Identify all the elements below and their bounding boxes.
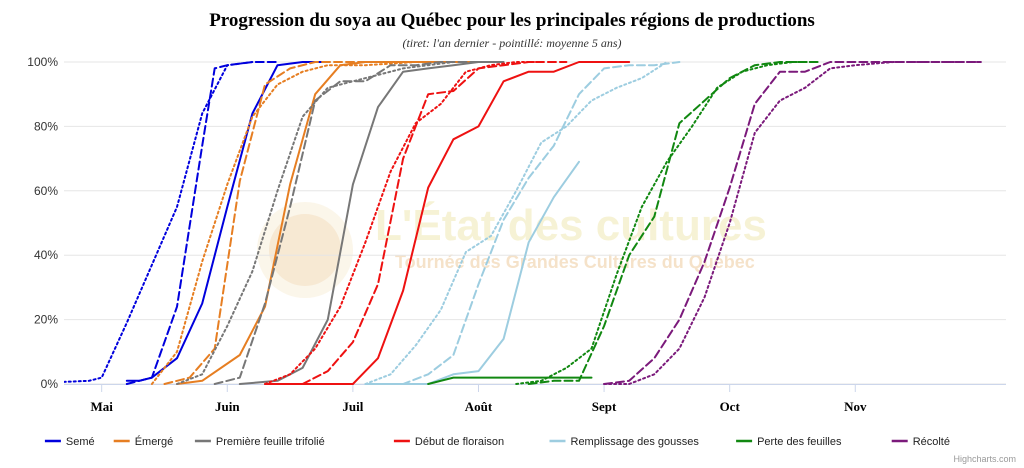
series-line-6[interactable] <box>238 61 505 385</box>
legend-label: Remplissage des gousses <box>571 436 700 448</box>
x-axis: Mai Juin Juil Août Sept Oct Nov <box>64 384 1006 414</box>
series-line-12[interactable] <box>364 160 580 385</box>
y-tick-label: 80% <box>34 119 58 133</box>
legend-label: Récolté <box>913 436 950 448</box>
watermark-title: L'État des cultures <box>375 200 767 250</box>
x-tick-label: Sept <box>592 399 617 414</box>
legend-item[interactable]: Semé <box>44 436 95 448</box>
y-tick-label: 0% <box>41 377 59 391</box>
series-line-17[interactable] <box>515 61 819 385</box>
x-tick-label: Août <box>465 399 493 414</box>
series-line-7[interactable] <box>213 61 492 385</box>
y-tick-label: 100% <box>27 55 58 69</box>
watermark-logo: L'État des cultures Tournée des Grandes … <box>257 200 767 298</box>
y-tick-label: 40% <box>34 248 58 262</box>
legend-label: Première feuille trifolié <box>216 436 325 448</box>
y-tick-label: 20% <box>34 313 58 327</box>
series-line-19[interactable] <box>603 61 982 385</box>
legend-label: Émergé <box>135 435 174 448</box>
series-line-14[interactable] <box>364 61 668 385</box>
legend-label: Semé <box>66 436 95 448</box>
series-line-10[interactable] <box>301 61 568 385</box>
legend-item[interactable]: Récolté <box>891 436 950 448</box>
y-tick-label: 60% <box>34 184 58 198</box>
series-line-5[interactable] <box>150 61 455 385</box>
legend-item[interactable]: Début de floraison <box>393 436 504 448</box>
y-axis-labels: 0% 20% 40% 60% 80% 100% <box>27 55 58 391</box>
legend-label: Début de floraison <box>415 436 504 448</box>
series-line-8[interactable] <box>176 61 455 385</box>
credits-label[interactable]: Highcharts.com <box>953 454 1016 464</box>
series-group <box>14 61 982 385</box>
series-line-15[interactable] <box>427 376 593 385</box>
series-line-18[interactable] <box>603 61 982 385</box>
legend: Semé Émergé Première feuille trifolié Début… <box>44 435 950 448</box>
legend-item[interactable]: Remplissage des gousses <box>549 436 700 448</box>
legend-item[interactable]: Émergé <box>113 435 174 448</box>
x-tick-label: Juin <box>215 399 240 414</box>
legend-label: Perte des feuilles <box>757 436 842 448</box>
series-line-13[interactable] <box>377 61 681 385</box>
chart-subtitle: (tiret: l'an dernier - pointillé: moyenn… <box>402 36 621 50</box>
legend-item[interactable]: Perte des feuilles <box>736 436 842 448</box>
x-tick-label: Juil <box>342 399 363 414</box>
series-line-16[interactable] <box>527 61 819 385</box>
chart-title: Progression du soya au Québec pour les p… <box>209 10 815 31</box>
x-tick-label: Oct <box>720 399 741 414</box>
series-line-9[interactable] <box>264 61 631 385</box>
plot-area <box>14 61 982 385</box>
legend-item[interactable]: Première feuille trifolié <box>194 436 325 448</box>
x-tick-label: Mai <box>90 399 113 414</box>
series-line-11[interactable] <box>264 61 543 385</box>
watermark-subtitle: Tournée des Grandes Cultures du Québec <box>395 252 755 272</box>
series-line-2[interactable] <box>14 61 254 384</box>
x-tick-label: Nov <box>844 399 867 414</box>
